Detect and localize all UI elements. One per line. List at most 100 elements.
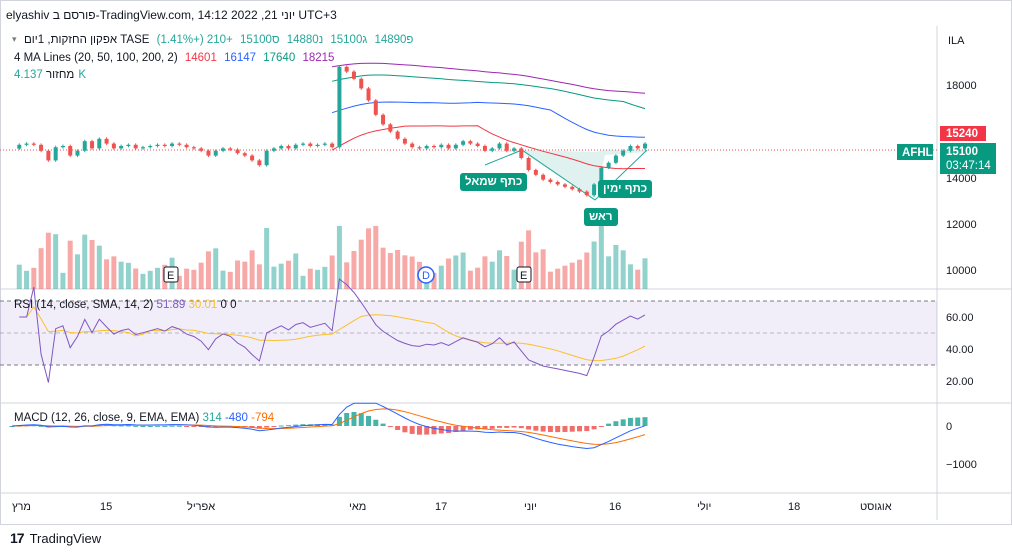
macd-hist-bar xyxy=(133,425,139,427)
volume-bar xyxy=(366,228,372,289)
candle-body xyxy=(293,144,298,149)
rsi-legend[interactable]: RSI (14, close, SMA, 14, 2) 51.89 30.01 … xyxy=(14,299,237,311)
volume-legend[interactable]: מחזור 4.137K xyxy=(14,69,90,81)
volume-bar xyxy=(104,259,110,289)
macd-hist-bar xyxy=(285,425,291,427)
candle-body xyxy=(279,146,284,149)
time-tick: יוני xyxy=(524,501,537,513)
candle-body xyxy=(170,143,175,146)
price-axis-currency: ILA xyxy=(948,35,965,47)
candle-body xyxy=(60,146,65,148)
symbol-tag xyxy=(897,144,933,160)
macd-hist-bar xyxy=(555,426,561,433)
right-shoulder-label[interactable]: כתף ימין xyxy=(598,180,653,198)
candle-body xyxy=(250,155,255,161)
macd-hist-bar xyxy=(380,423,386,426)
last-price-tag-text: 15100 xyxy=(946,146,978,158)
volume-bar xyxy=(184,268,190,289)
volume-bar xyxy=(220,270,226,289)
candle-body xyxy=(191,147,196,149)
time-axis[interactable]: מרץ 15 אפריל מאי 17 יוני 16 יולי 18 אוגו… xyxy=(12,500,892,513)
candle-body xyxy=(82,141,87,151)
macd-hist-bar xyxy=(416,426,422,435)
volume-bar xyxy=(285,260,291,289)
candle-body xyxy=(351,71,356,79)
left-shoulder-label[interactable]: כתף שמאל xyxy=(460,173,528,191)
macd-hist-bar xyxy=(504,426,510,428)
ma-legend[interactable]: 4 MA Lines (20, 50, 100, 200, 2) 14601 1… xyxy=(14,52,338,64)
time-tick: מאי xyxy=(349,501,366,513)
volume-bar xyxy=(96,245,102,289)
macd-hist-bar xyxy=(256,426,262,429)
candle-body xyxy=(570,186,575,190)
macd-hist-bar xyxy=(540,426,546,432)
macd-hist-bar xyxy=(147,425,153,427)
candle-body xyxy=(381,114,386,125)
macd-hist-bar xyxy=(642,417,648,426)
rsi-tick: 40.00 xyxy=(946,344,974,356)
macd-hist-bar xyxy=(387,426,393,428)
macd-hist-bar xyxy=(431,426,437,435)
macd-signal-line xyxy=(11,408,646,445)
macd-hist-bar xyxy=(591,426,597,430)
volume-bar xyxy=(606,256,612,289)
volume-bar xyxy=(373,226,379,289)
volume-bar xyxy=(540,249,546,289)
symbol-label: אפקון החזקות, 1יום TASE xyxy=(24,34,150,46)
price-tick: 18000 xyxy=(946,80,977,92)
macd-tick: −1000 xyxy=(946,459,977,471)
volume-bar xyxy=(322,266,328,289)
dividend-marker[interactable] xyxy=(417,266,435,284)
volume-bar xyxy=(213,248,219,289)
volume-bar xyxy=(526,230,532,289)
volume-bar xyxy=(16,264,22,289)
candle-body xyxy=(337,66,342,148)
volume-bar xyxy=(438,265,444,289)
macd-hist-bar xyxy=(271,426,277,427)
volume-bar xyxy=(82,234,88,289)
main-legend[interactable]: אפקון החזקות, 1יום TASE פ14890 ג15100 נ1… xyxy=(24,34,417,46)
head-label[interactable]: ראש xyxy=(584,208,618,226)
volume-bar xyxy=(620,250,626,289)
candle-body xyxy=(119,146,124,149)
ma-price-tag xyxy=(940,126,986,141)
candle-body xyxy=(322,143,327,145)
volume-bar xyxy=(133,268,139,289)
collapse-icon[interactable]: ▾ xyxy=(12,34,17,44)
macd-hist-bar xyxy=(213,426,219,428)
volume-bar xyxy=(74,254,80,289)
volume-bar xyxy=(344,262,350,289)
macd-hist-bar xyxy=(584,426,590,432)
time-tick: 17 xyxy=(435,501,447,513)
volume-bar xyxy=(227,271,233,289)
macd-lines xyxy=(11,402,646,450)
macd-hist-bar xyxy=(169,425,175,427)
candle-body xyxy=(235,149,240,154)
time-tick: אוגוסט xyxy=(860,501,892,513)
close-value: ס15100 xyxy=(239,34,280,46)
macd-hist-bar xyxy=(125,425,131,427)
earnings-marker[interactable] xyxy=(516,266,532,283)
candle-body xyxy=(68,146,73,156)
volume-bar xyxy=(249,250,255,289)
macd-hist-bar xyxy=(278,425,284,427)
ma-line xyxy=(331,125,645,170)
candle-body xyxy=(104,138,109,144)
rsi-tick: 20.00 xyxy=(946,376,974,388)
volume-bar xyxy=(460,252,466,289)
ma-lines xyxy=(331,62,646,170)
head-shoulders-area xyxy=(485,150,647,200)
macd-hist-bar xyxy=(322,424,328,426)
macd-signal-value: -794 xyxy=(251,412,275,424)
macd-hist-bar xyxy=(344,412,350,426)
price-axis[interactable]: ILA 18000 16000 14000 12000 10000 xyxy=(946,35,977,277)
countdown-text: 03:47:14 xyxy=(946,160,991,172)
macd-value: -480 xyxy=(224,412,248,424)
change-value: +210 (+1.41%) xyxy=(156,34,233,46)
volume-bar xyxy=(402,255,408,289)
earnings-marker[interactable] xyxy=(163,266,179,283)
candle-body xyxy=(140,147,145,149)
macd-legend[interactable]: MACD (12, 26, close, 9, EMA, EMA) 314 -4… xyxy=(14,412,274,424)
volume-bar xyxy=(358,239,364,289)
volume-bar xyxy=(635,269,641,289)
